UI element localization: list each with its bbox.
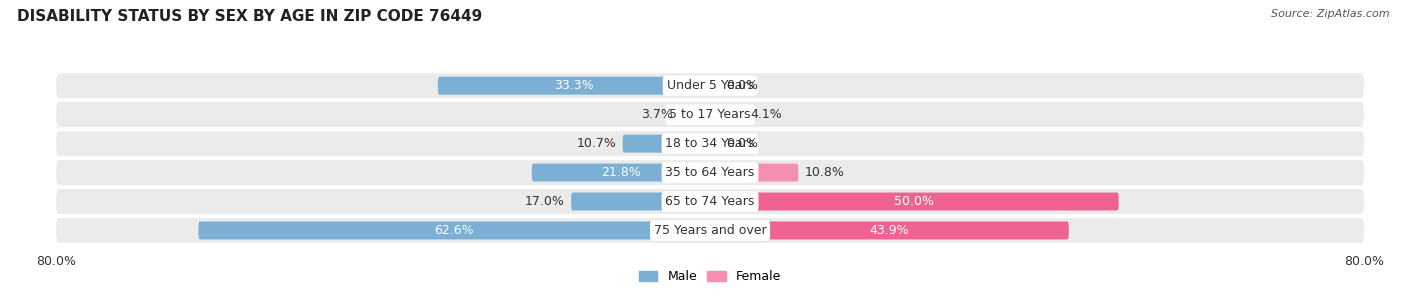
FancyBboxPatch shape [723,222,1069,240]
FancyBboxPatch shape [56,189,1364,214]
Text: 75 Years and over: 75 Years and over [654,224,766,237]
Legend: Male, Female: Male, Female [638,270,782,283]
FancyBboxPatch shape [56,102,1364,127]
FancyBboxPatch shape [531,164,697,181]
Text: 17.0%: 17.0% [524,195,565,208]
Text: 10.7%: 10.7% [576,137,616,150]
FancyBboxPatch shape [623,135,697,153]
Text: 18 to 34 Years: 18 to 34 Years [665,137,755,150]
Text: 5 to 17 Years: 5 to 17 Years [669,108,751,121]
FancyBboxPatch shape [437,77,697,95]
Text: 43.9%: 43.9% [869,224,910,237]
Text: 21.8%: 21.8% [602,166,641,179]
FancyBboxPatch shape [198,222,697,240]
Text: 62.6%: 62.6% [434,224,474,237]
Text: 35 to 64 Years: 35 to 64 Years [665,166,755,179]
Text: DISABILITY STATUS BY SEX BY AGE IN ZIP CODE 76449: DISABILITY STATUS BY SEX BY AGE IN ZIP C… [17,9,482,24]
Text: 0.0%: 0.0% [727,137,758,150]
Text: 50.0%: 50.0% [894,195,935,208]
FancyBboxPatch shape [56,73,1364,98]
FancyBboxPatch shape [679,106,697,124]
Text: 4.1%: 4.1% [749,108,782,121]
Text: Source: ZipAtlas.com: Source: ZipAtlas.com [1271,9,1389,19]
Text: 3.7%: 3.7% [641,108,673,121]
FancyBboxPatch shape [571,192,697,210]
Text: 0.0%: 0.0% [727,79,758,92]
FancyBboxPatch shape [723,164,799,181]
FancyBboxPatch shape [723,192,1119,210]
Text: 10.8%: 10.8% [804,166,845,179]
Text: Under 5 Years: Under 5 Years [666,79,754,92]
FancyBboxPatch shape [723,106,744,124]
FancyBboxPatch shape [56,131,1364,156]
Text: 33.3%: 33.3% [554,79,593,92]
FancyBboxPatch shape [56,218,1364,243]
Text: 65 to 74 Years: 65 to 74 Years [665,195,755,208]
FancyBboxPatch shape [56,160,1364,185]
